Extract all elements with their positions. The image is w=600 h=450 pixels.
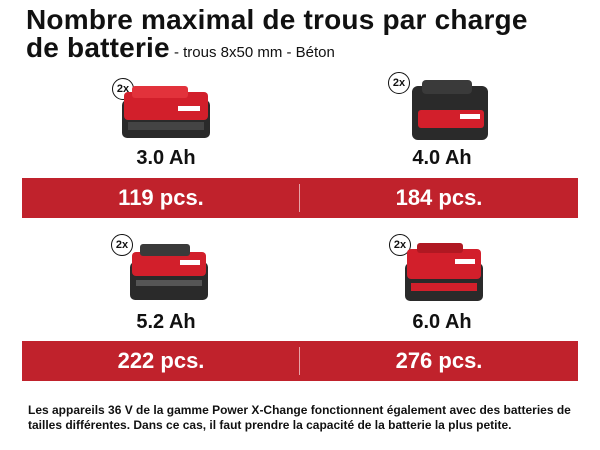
count-badge: 2x bbox=[389, 234, 411, 256]
result-value: 222 pcs. bbox=[117, 348, 205, 373]
band-divider bbox=[299, 184, 300, 212]
capacity-label: 6.0 Ah bbox=[412, 311, 472, 333]
battery-4ah-image bbox=[412, 80, 488, 140]
footnote: Les appareils 36 V de la gamme Power X-C… bbox=[28, 403, 571, 432]
capacity-label: 5.2 Ah bbox=[136, 311, 196, 333]
battery-3ah-image bbox=[122, 86, 210, 138]
count-badge: 2x bbox=[388, 72, 410, 94]
title-line1: Nombre maximal de trous par charge bbox=[26, 4, 528, 35]
result-band-row1: 119 pcs. 184 pcs. bbox=[22, 178, 578, 218]
capacity-label: 3.0 Ah bbox=[136, 147, 196, 169]
result-band-row2: 222 pcs. 276 pcs. bbox=[22, 341, 578, 381]
title-line2: de batterie bbox=[26, 32, 170, 63]
title-subtitle: - trous 8x50 mm - Béton bbox=[169, 44, 335, 61]
battery-6ah-image bbox=[405, 243, 483, 301]
count-badge: 2x bbox=[111, 234, 133, 256]
result-value: 276 pcs. bbox=[395, 348, 483, 373]
result-value: 184 pcs. bbox=[395, 185, 483, 210]
capacity-label: 4.0 Ah bbox=[412, 147, 472, 169]
band-divider bbox=[299, 347, 300, 375]
page-title: Nombre maximal de trous par charge de ba… bbox=[26, 6, 596, 67]
result-value: 119 pcs. bbox=[118, 185, 204, 210]
battery-5ah-image bbox=[130, 244, 208, 300]
